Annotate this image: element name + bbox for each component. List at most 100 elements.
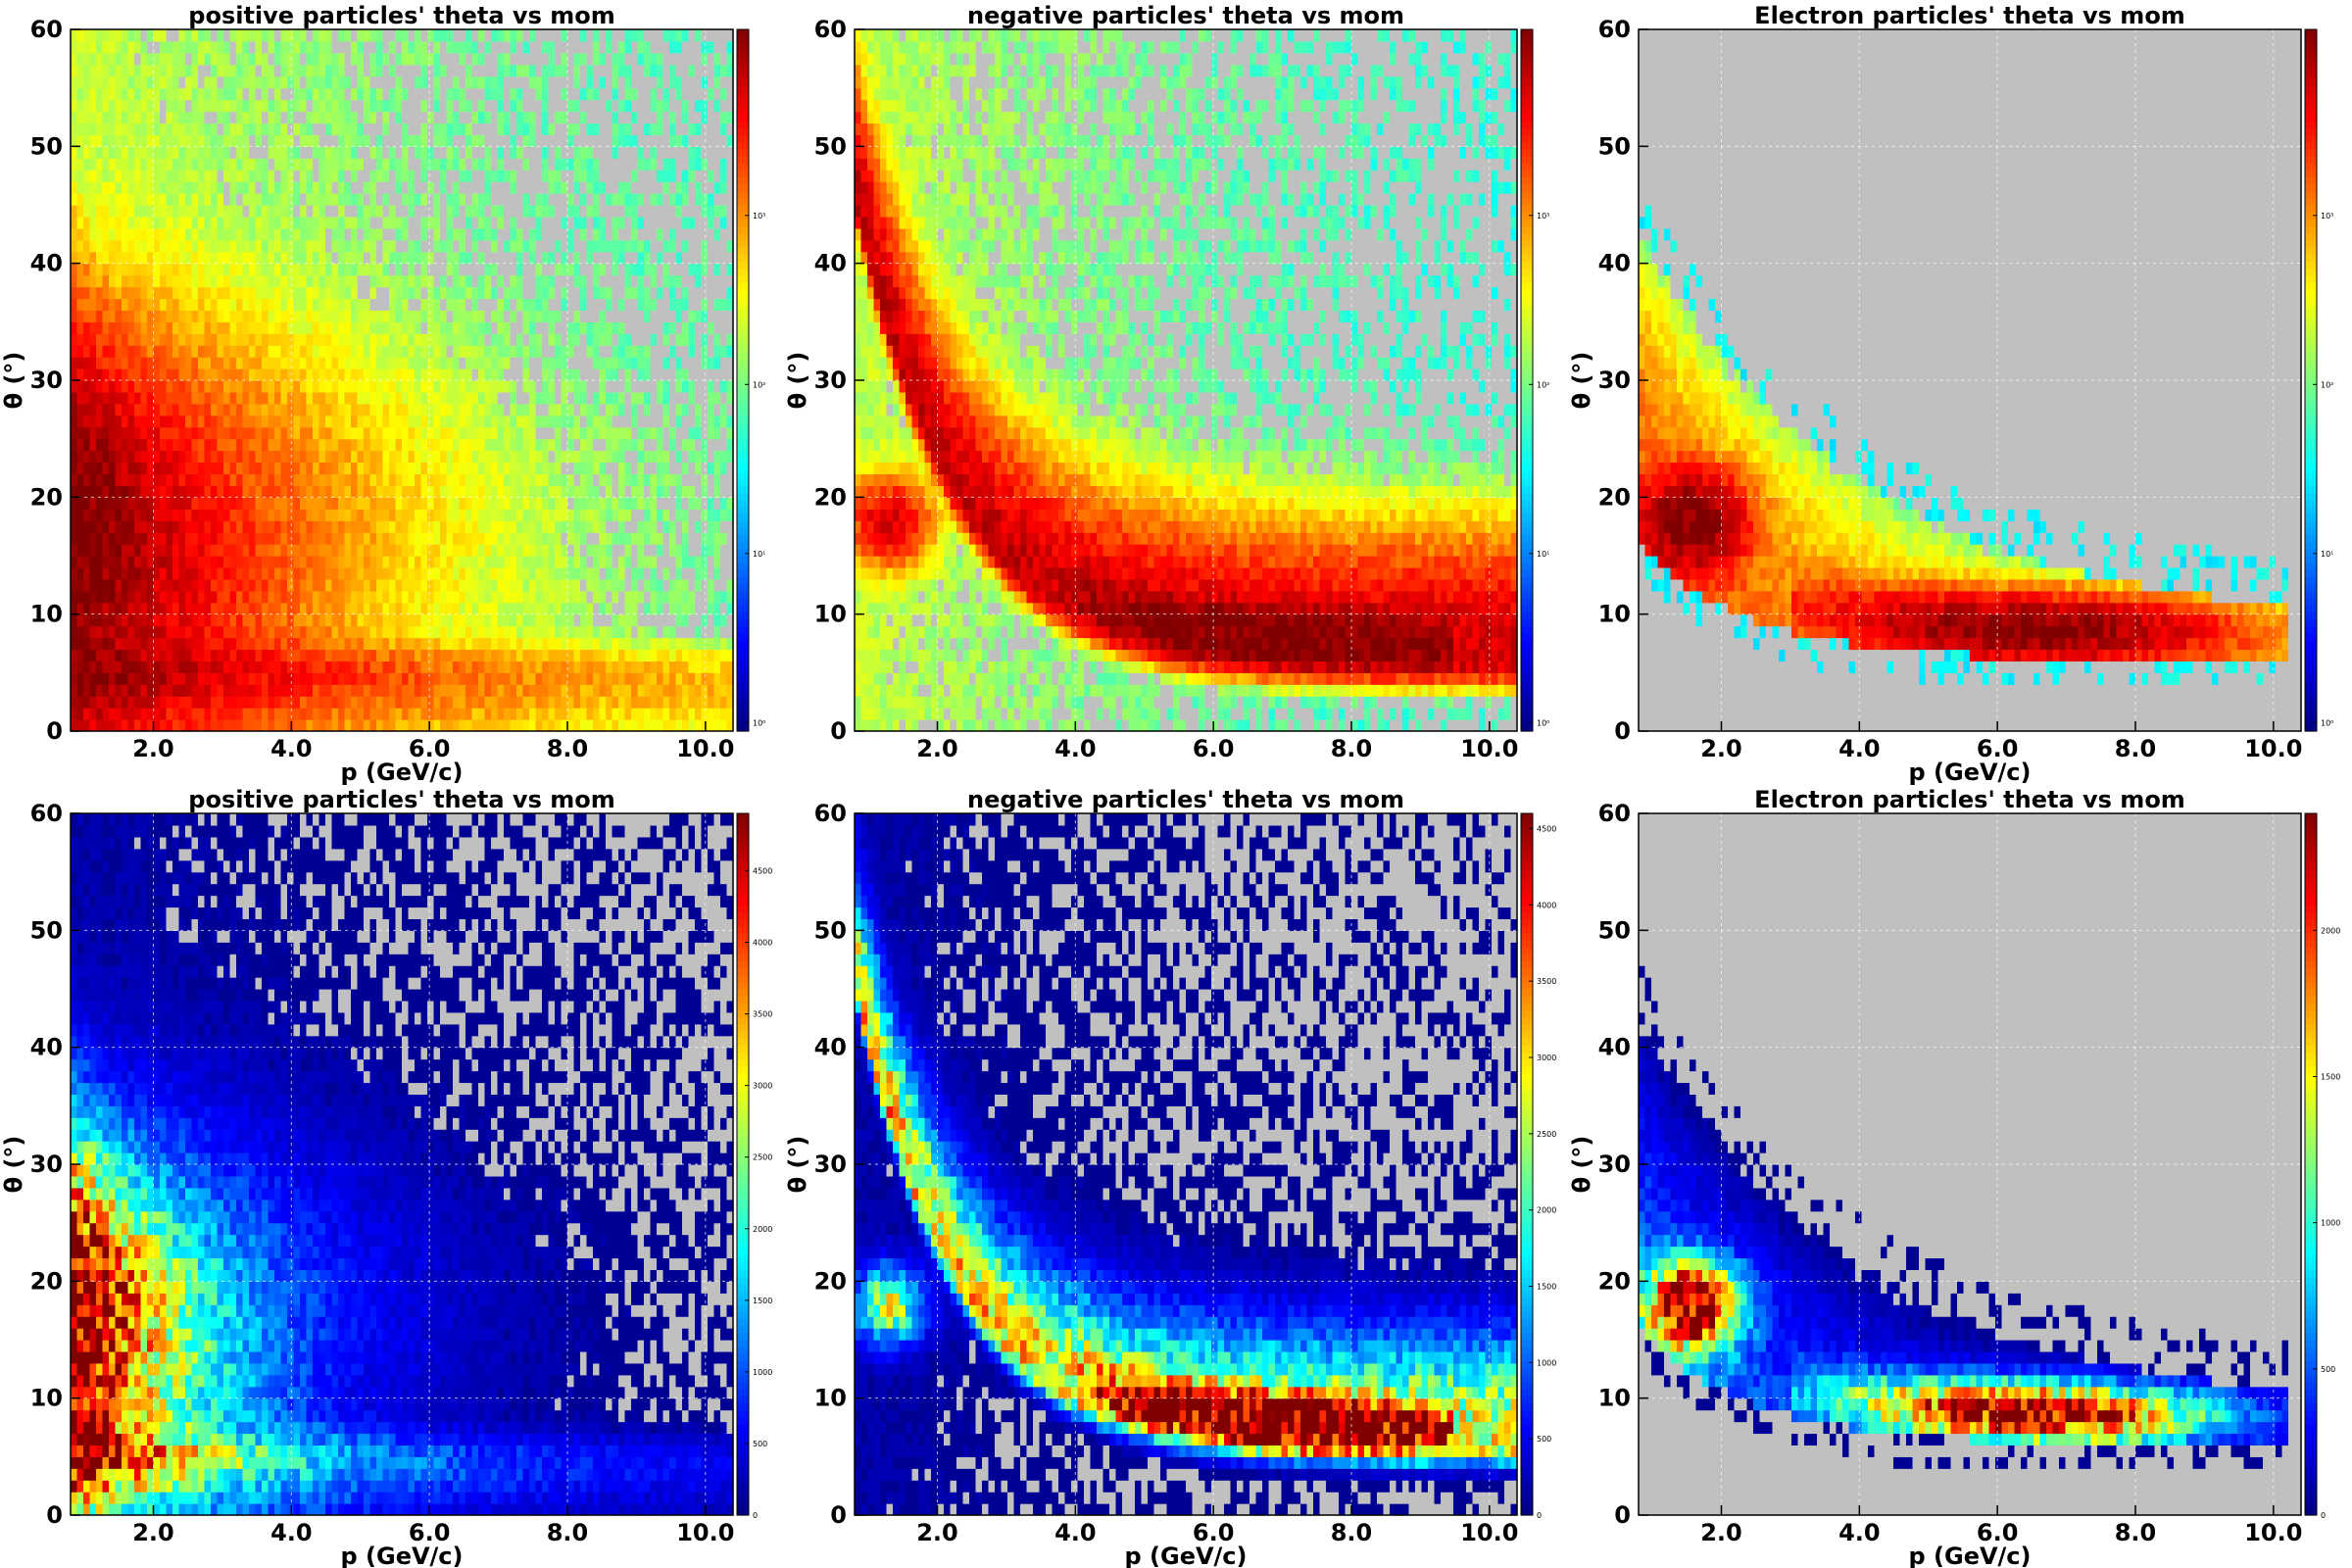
y-tick-label: 60 bbox=[814, 16, 847, 43]
y-tick-label: 0 bbox=[830, 717, 847, 745]
y-tick-label: 30 bbox=[1598, 367, 1631, 394]
colorbar-tick-label: 0 bbox=[1537, 1511, 1542, 1520]
y-tick-label: 20 bbox=[1598, 483, 1631, 511]
y-tick-label: 50 bbox=[1598, 916, 1631, 944]
x-tick-label: 8.0 bbox=[2115, 735, 2157, 762]
colorbar-tick-label: 1000 bbox=[2321, 1219, 2340, 1228]
colorbar-tick-label: 10³ bbox=[2321, 212, 2333, 220]
colorbar-tick-label: 2500 bbox=[1537, 1130, 1556, 1139]
x-tick-label: 4.0 bbox=[270, 735, 313, 762]
y-tick-label: 10 bbox=[30, 601, 63, 628]
x-tick-label: 10.0 bbox=[2244, 735, 2302, 762]
x-tick-label: 10.0 bbox=[1460, 735, 1518, 762]
colorbar-tick-label: 10¹ bbox=[2321, 550, 2333, 559]
colorbar-tick-label: 10² bbox=[753, 380, 765, 389]
colorbar-tick-label: 3000 bbox=[1537, 1054, 1556, 1062]
y-tick-label: 60 bbox=[30, 800, 63, 827]
y-tick-label: 40 bbox=[814, 250, 847, 277]
y-tick-label: 30 bbox=[30, 1151, 63, 1178]
y-axis-label: θ (°) bbox=[784, 1136, 811, 1194]
y-tick-label: 40 bbox=[30, 1034, 63, 1061]
colorbar-tick-label: 10³ bbox=[1537, 212, 1549, 220]
chart-title: Electron particles' theta vs mom bbox=[1754, 786, 2185, 813]
colorbar-tick-label: 1500 bbox=[2321, 1073, 2340, 1082]
colorbar-tick-label: 3500 bbox=[753, 1010, 772, 1019]
x-tick-label: 2.0 bbox=[132, 735, 174, 762]
colorbar: 0 500 1000 1500 2000 2500 3000 3500 4000 4500 bbox=[737, 813, 772, 1520]
y-tick-label: 40 bbox=[814, 1034, 847, 1061]
colorbar-tick-label: 10¹ bbox=[1537, 550, 1549, 559]
x-tick-label: 4.0 bbox=[1054, 735, 1097, 762]
colorbar-tick-label: 500 bbox=[753, 1440, 767, 1448]
y-tick-label: 10 bbox=[1598, 1385, 1631, 1412]
y-tick-label: 30 bbox=[1598, 1151, 1631, 1178]
y-tick-label: 20 bbox=[30, 1267, 63, 1295]
colorbar-tick-label: 10⁰ bbox=[1537, 718, 1549, 727]
colorbar-tick-label: 1500 bbox=[753, 1297, 772, 1305]
chart-title: negative particles' theta vs mom bbox=[967, 786, 1404, 813]
colorbar-tick-label: 500 bbox=[2321, 1365, 2335, 1374]
colorbar-tick-label: 10² bbox=[1537, 380, 1549, 389]
colorbar-tick-label: 1000 bbox=[753, 1368, 772, 1377]
x-tick-label: 8.0 bbox=[1331, 1519, 1373, 1546]
y-tick-label: 50 bbox=[814, 916, 847, 944]
x-tick-label: 2.0 bbox=[1700, 1519, 1742, 1546]
colorbar-tick-label: 10¹ bbox=[753, 550, 765, 559]
y-tick-label: 0 bbox=[1614, 717, 1631, 745]
x-tick-label: 10.0 bbox=[1460, 1519, 1518, 1546]
y-axis-label: θ (°) bbox=[1568, 1136, 1595, 1194]
colorbar: 10⁰ 10¹ 10² 10³ bbox=[1521, 29, 1549, 732]
y-tick-label: 40 bbox=[1598, 250, 1631, 277]
y-tick-label: 10 bbox=[30, 1385, 63, 1412]
y-tick-label: 20 bbox=[814, 483, 847, 511]
y-tick-label: 20 bbox=[30, 483, 63, 511]
chart-title: negative particles' theta vs mom bbox=[967, 2, 1404, 29]
x-tick-label: 2.0 bbox=[916, 735, 958, 762]
colorbar-tick-label: 4000 bbox=[753, 939, 772, 948]
y-tick-label: 0 bbox=[46, 717, 63, 745]
x-axis-label: p (GeV/c) bbox=[340, 759, 463, 786]
y-tick-label: 0 bbox=[830, 1501, 847, 1529]
x-tick-label: 10.0 bbox=[2244, 1519, 2302, 1546]
x-tick-label: 10.0 bbox=[676, 735, 734, 762]
y-tick-label: 60 bbox=[814, 800, 847, 827]
colorbar-tick-label: 10⁰ bbox=[2321, 718, 2333, 727]
x-tick-label: 2.0 bbox=[916, 1519, 958, 1546]
x-tick-label: 4.0 bbox=[1838, 1519, 1881, 1546]
x-axis-label: p (GeV/c) bbox=[1908, 759, 2031, 786]
colorbar-tick-label: 1000 bbox=[1537, 1358, 1556, 1367]
colorbar-tick-label: 2500 bbox=[753, 1153, 772, 1162]
colorbar-tick-label: 4500 bbox=[753, 866, 772, 875]
x-tick-label: 8.0 bbox=[547, 735, 589, 762]
x-tick-label: 4.0 bbox=[1838, 735, 1881, 762]
y-tick-label: 20 bbox=[814, 1267, 847, 1295]
x-tick-label: 4.0 bbox=[1054, 1519, 1097, 1546]
x-axis-label: p (GeV/c) bbox=[340, 1543, 463, 1568]
y-axis-label: θ (°) bbox=[784, 352, 811, 410]
y-tick-label: 50 bbox=[814, 132, 847, 160]
colorbar-tick-label: 3000 bbox=[753, 1082, 772, 1091]
colorbar-tick-label: 2000 bbox=[753, 1225, 772, 1234]
y-tick-label: 10 bbox=[814, 601, 847, 628]
colorbar-tick-label: 4500 bbox=[1537, 825, 1556, 834]
x-tick-label: 4.0 bbox=[270, 1519, 313, 1546]
y-axis-label: θ (°) bbox=[0, 1136, 27, 1194]
colorbar-tick-label: 10² bbox=[2321, 380, 2333, 389]
x-axis-label: p (GeV/c) bbox=[1908, 1543, 2031, 1568]
colorbar-tick-label: 0 bbox=[753, 1511, 758, 1520]
y-tick-label: 30 bbox=[814, 1151, 847, 1178]
y-tick-label: 60 bbox=[1598, 16, 1631, 43]
y-tick-label: 60 bbox=[30, 16, 63, 43]
colorbar-tick-label: 2000 bbox=[2321, 926, 2340, 935]
colorbar-tick-label: 500 bbox=[1537, 1435, 1551, 1444]
x-tick-label: 2.0 bbox=[1700, 735, 1742, 762]
chart-title: Electron particles' theta vs mom bbox=[1754, 2, 2185, 29]
y-tick-label: 20 bbox=[1598, 1267, 1631, 1295]
